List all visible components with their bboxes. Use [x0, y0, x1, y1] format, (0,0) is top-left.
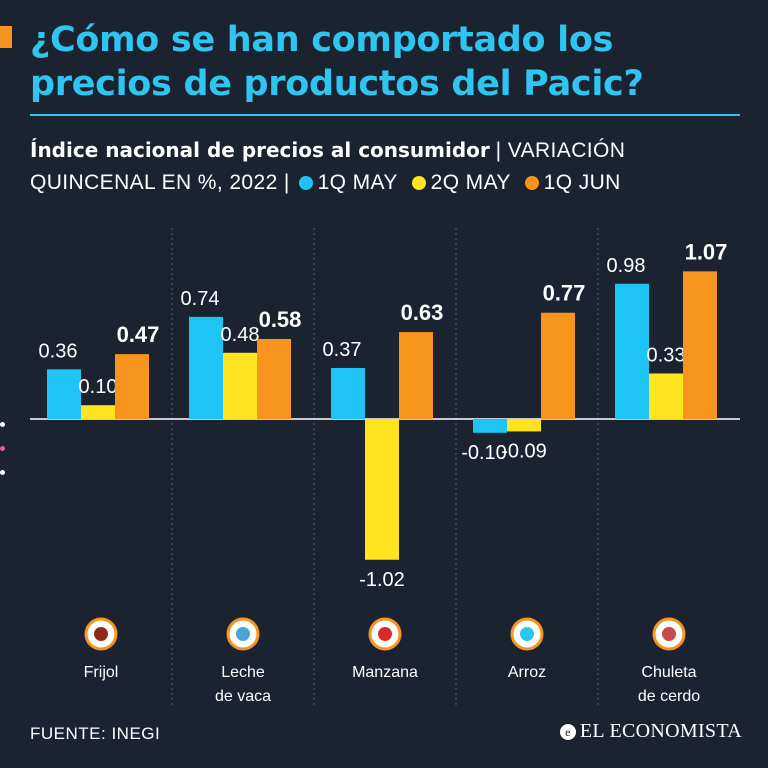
rice-bowl-icon [510, 617, 544, 651]
icon-glyph [378, 627, 392, 641]
bar-1 [331, 367, 365, 419]
data-label: 0.63 [401, 300, 444, 325]
icon-glyph [94, 627, 108, 641]
bar-2 [223, 352, 257, 419]
icon-glyph [662, 627, 676, 641]
legend-item-1: 1Q MAY [296, 171, 398, 194]
data-label: 0.10 [79, 376, 118, 398]
legend-swatch-2 [411, 176, 426, 190]
data-label: 0.37 [323, 339, 362, 361]
bar-3 [115, 354, 149, 419]
title-accent-block [0, 26, 12, 48]
bar-3 [399, 332, 433, 419]
data-label: -0.10 [461, 442, 507, 464]
bar-3 [541, 312, 575, 419]
data-label: 0.77 [543, 281, 586, 306]
page-title: ¿Cómo se han comportado los precios de p… [30, 20, 644, 104]
bar-1 [47, 369, 81, 419]
data-label: 0.98 [607, 255, 646, 277]
beans-icon [84, 617, 118, 651]
subtitle-bold: Índice nacional de precios al consumidor [30, 138, 490, 162]
category-label: Manzana [352, 664, 418, 681]
apple-icon [368, 617, 402, 651]
milk-carton-icon [226, 617, 260, 651]
brand-logo: e EL ECONOMISTA [559, 720, 742, 743]
legend-swatch-1 [298, 176, 313, 190]
legend-label-3: 1Q JUN [543, 171, 621, 194]
bar-3 [683, 271, 717, 419]
data-label: 0.47 [117, 322, 160, 347]
category-label: Arroz [508, 664, 546, 681]
data-label: 0.74 [181, 288, 220, 310]
chart-subtitle: Índice nacional de precios al consumidor… [30, 134, 750, 199]
bar-2 [649, 373, 683, 419]
source-note: FUENTE: INEGI [30, 724, 161, 743]
data-label: 0.36 [39, 340, 78, 362]
side-dot [0, 422, 5, 427]
side-dot [0, 470, 5, 475]
subtitle-units: | VARIACIÓN QUINCENAL EN %, 2022 | [30, 139, 626, 194]
legend-item-3: 1Q JUN [517, 171, 621, 194]
legend-label-1: 1Q MAY [317, 171, 398, 194]
category-label: de vaca [215, 688, 271, 705]
category-label: de cerdo [638, 688, 700, 705]
bar-2 [507, 419, 541, 432]
brand-name: EL ECONOMISTA [579, 720, 742, 742]
title-divider [30, 114, 740, 116]
category-label: Frijol [84, 664, 119, 681]
data-label: -1.02 [359, 569, 405, 591]
bar-2 [365, 419, 399, 560]
bar-1 [615, 283, 649, 419]
pork-chop-icon [652, 617, 686, 651]
bar-1 [473, 419, 507, 433]
legend-label-2: 2Q MAY [430, 171, 511, 194]
side-dot [0, 446, 5, 451]
category-label: Leche [221, 664, 265, 681]
bar-2 [81, 405, 115, 419]
data-label: 0.58 [259, 307, 302, 332]
legend-swatch-3 [524, 176, 539, 190]
data-label: 1.07 [685, 239, 728, 264]
bar-3 [257, 338, 291, 419]
bar-1 [189, 316, 223, 419]
icon-glyph [236, 627, 250, 641]
category-label: Chuleta [641, 664, 696, 681]
data-label: 0.48 [221, 324, 260, 346]
data-label: -0.09 [501, 440, 547, 462]
data-label: 0.33 [647, 344, 686, 366]
icon-glyph [520, 627, 534, 641]
legend-item-2: 2Q MAY [404, 171, 511, 194]
side-decoration [0, 422, 5, 494]
brand-e-icon: e [559, 724, 576, 740]
